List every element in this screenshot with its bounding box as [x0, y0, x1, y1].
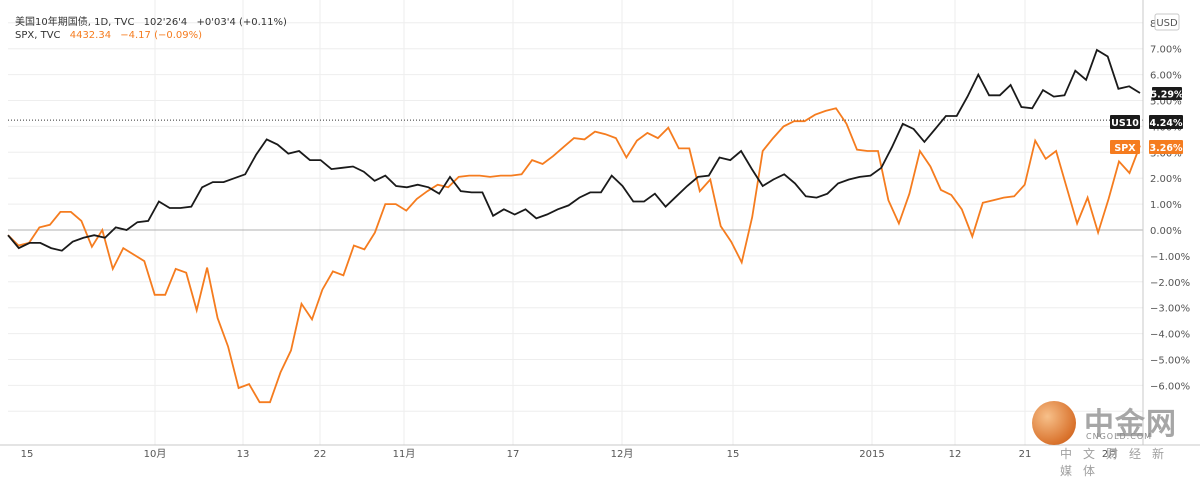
currency-label[interactable]: USD — [1154, 13, 1180, 31]
y-tick-label: 5.00% — [1150, 97, 1182, 108]
legend-spx[interactable]: SPX, TVC 4432.34 −4.17 (−0.09%) — [15, 30, 202, 41]
x-tick-label: 15 — [21, 449, 34, 460]
x-tick-label: 2015 — [859, 449, 884, 460]
y-tick-label: 1.00% — [1150, 200, 1182, 211]
x-tick-label: 15 — [727, 449, 740, 460]
y-tick-label: −2.00% — [1150, 278, 1190, 289]
x-tick-label: 10月 — [144, 448, 167, 460]
cngold-logo-icon — [1032, 401, 1076, 445]
price-axis[interactable]: 87.00%6.00%5.00%4.00%3.00%2.00%1.00%0.00… — [1150, 19, 1190, 393]
legend-us10-value: 102'26'4 — [143, 17, 188, 28]
legend-spx-change: −4.17 (−0.09%) — [120, 30, 203, 41]
spx-value-marker: SPX 3.26% — [1110, 140, 1183, 154]
watermark-tagline: 中文财经新媒体 — [1060, 447, 1176, 478]
y-tick-label: 2.00% — [1150, 174, 1182, 185]
y-tick-label: −3.00% — [1150, 304, 1190, 315]
x-tick-label: 2月 — [1102, 448, 1118, 460]
watermark-subtitle: CNGOLD.COM — [1086, 432, 1153, 441]
y-tick-label: 0.00% — [1150, 226, 1182, 237]
us10-value-marker: US10 4.24% — [1110, 115, 1183, 129]
y-tick-label: −6.00% — [1150, 381, 1190, 392]
legend-us10-symbol: 美国10年期国债, 1D, TVC — [15, 17, 135, 28]
x-tick-label: 11月 — [393, 448, 416, 460]
svg-text:5.29%: 5.29% — [1151, 90, 1184, 101]
x-tick-label: 13 — [237, 449, 250, 460]
y-tick-label: −1.00% — [1150, 252, 1190, 263]
grid — [8, 0, 1143, 445]
time-axis[interactable]: 15 10月 13 22 11月 17 12月 15 2015 12 21 2月 — [21, 448, 1119, 460]
last-value-marker-black: 5.29% — [1151, 87, 1184, 101]
watermark-title: 中金网 — [1084, 407, 1177, 442]
x-tick-label: 12 — [949, 449, 962, 460]
watermark: 中金网 CNGOLD.COM 中文财经新媒体 — [1030, 393, 1190, 478]
svg-text:SPX: SPX — [1114, 143, 1136, 154]
y-tick-label: 8 — [1150, 19, 1156, 30]
x-tick-label: 21 — [1019, 449, 1032, 460]
y-tick-label: 7.00% — [1150, 45, 1182, 56]
legend-us10-change: +0'03'4 (+0.11%) — [196, 17, 287, 28]
legend-spx-value: 4432.34 — [69, 30, 112, 41]
legend-spx-symbol: SPX, TVC — [15, 30, 61, 41]
spx-series-line[interactable] — [7, 107, 1141, 404]
svg-text:3.26%: 3.26% — [1150, 143, 1183, 154]
svg-text:US10: US10 — [1111, 118, 1139, 129]
x-tick-label: 22 — [314, 449, 327, 460]
y-tick-label: 6.00% — [1150, 71, 1182, 82]
us10-series-line[interactable] — [7, 48, 1141, 252]
y-tick-label: −4.00% — [1150, 330, 1190, 341]
x-tick-label: 12月 — [611, 448, 634, 460]
legend-us10[interactable]: 美国10年期国债, 1D, TVC 102'26'4 +0'03'4 (+0.1… — [15, 13, 287, 28]
line-chart[interactable]: 87.00%6.00%5.00%4.00%3.00%2.00%1.00%0.00… — [0, 0, 1200, 467]
y-tick-label: −5.00% — [1150, 356, 1190, 367]
svg-text:USD: USD — [1156, 18, 1178, 29]
x-tick-label: 17 — [507, 449, 520, 460]
svg-text:4.24%: 4.24% — [1150, 118, 1183, 129]
